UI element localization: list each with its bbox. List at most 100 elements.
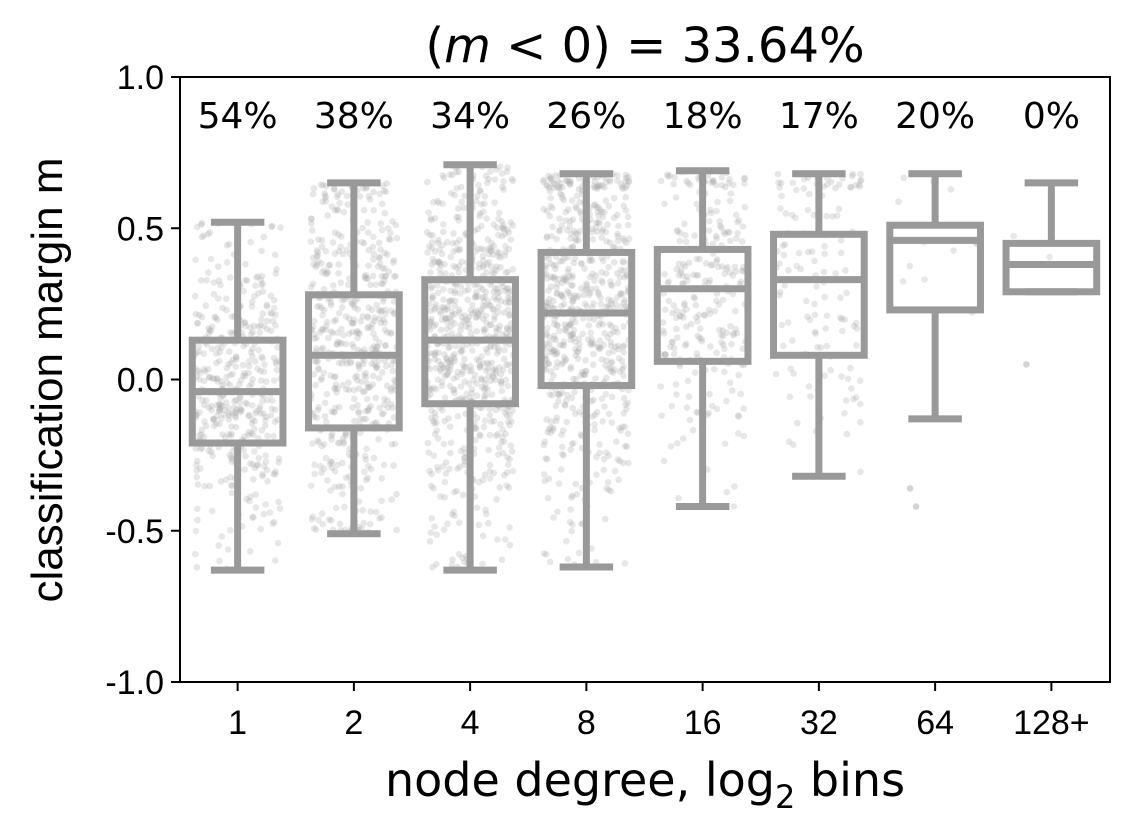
data-point: [387, 236, 394, 243]
data-point: [502, 269, 510, 276]
data-point: [454, 465, 461, 473]
data-point: [387, 307, 395, 315]
data-point: [731, 483, 738, 490]
data-point: [448, 561, 456, 569]
data-point: [262, 458, 270, 466]
data-point: [485, 298, 492, 305]
data-point: [233, 356, 240, 363]
data-point: [598, 254, 605, 262]
data-point: [572, 338, 579, 346]
data-point: [468, 389, 476, 397]
data-point: [360, 415, 367, 423]
data-point: [431, 523, 438, 530]
data-point: [481, 200, 488, 207]
data-point: [789, 337, 796, 344]
data-point: [383, 363, 390, 370]
data-point: [580, 371, 587, 378]
data-point: [371, 361, 379, 368]
data-point: [779, 242, 787, 249]
data-point: [359, 185, 367, 192]
data-point: [213, 420, 220, 428]
data-point: [583, 367, 590, 375]
data-point: [439, 241, 447, 249]
data-point: [590, 340, 598, 347]
data-point: [307, 283, 315, 291]
data-point: [455, 168, 462, 176]
data-point: [546, 184, 553, 191]
data-point: [272, 471, 279, 478]
data-point: [233, 406, 240, 413]
data-point: [424, 439, 432, 447]
data-point: [354, 334, 361, 342]
data-point: [572, 230, 580, 237]
data-point: [495, 326, 503, 333]
data-point: [599, 418, 606, 425]
data-point: [380, 316, 388, 324]
data-point: [498, 378, 505, 386]
data-point: [560, 427, 567, 434]
data-point: [503, 482, 511, 489]
data-point: [457, 283, 465, 290]
data-point: [216, 420, 223, 428]
data-point: [477, 308, 485, 316]
data-point: [390, 256, 398, 264]
data-point: [314, 249, 322, 256]
data-point: [485, 446, 492, 454]
data-point: [621, 442, 629, 450]
data-point: [733, 211, 740, 219]
data-point: [581, 371, 588, 379]
data-point: [472, 248, 479, 255]
data-point: [336, 339, 344, 347]
data-point: [506, 541, 514, 549]
data-point: [435, 236, 442, 244]
data-point: [498, 381, 505, 388]
data-point: [551, 180, 558, 188]
data-point: [574, 348, 582, 355]
data-point: [499, 183, 506, 191]
data-point: [853, 325, 861, 332]
data-point: [311, 358, 319, 365]
data-point: [554, 184, 561, 192]
data-point: [856, 400, 864, 408]
data-point: [486, 343, 494, 351]
data-point: [197, 445, 204, 453]
data-point: [675, 494, 682, 502]
data-point: [319, 198, 327, 205]
data-point: [705, 227, 713, 234]
data-point: [544, 303, 551, 310]
data-point: [429, 294, 436, 302]
data-point: [450, 230, 457, 237]
data-point: [601, 515, 609, 523]
data-point: [434, 435, 442, 442]
data-point: [461, 558, 468, 566]
data-point: [468, 366, 475, 374]
data-point: [664, 279, 671, 287]
data-point: [497, 263, 504, 271]
data-point: [223, 306, 230, 314]
data-point: [695, 311, 703, 319]
data-point: [472, 436, 479, 444]
data-point: [309, 227, 316, 234]
data-point: [200, 401, 208, 409]
data-point: [609, 369, 617, 376]
percent-label-32: 17%: [779, 96, 859, 137]
data-point: [246, 383, 253, 390]
data-point: [355, 360, 362, 368]
data-point: [315, 516, 322, 524]
data-point: [721, 183, 729, 191]
data-point: [485, 175, 493, 183]
data-point: [259, 472, 266, 480]
data-point: [462, 363, 469, 371]
data-point: [708, 261, 716, 269]
data-point: [325, 516, 333, 523]
data-point: [232, 408, 239, 416]
data-point: [567, 178, 574, 186]
data-point: [451, 512, 458, 520]
data-point: [497, 370, 505, 378]
data-point: [486, 412, 494, 419]
data-point: [426, 365, 434, 373]
data-point: [432, 349, 439, 356]
data-point: [380, 461, 388, 469]
data-point: [428, 244, 436, 252]
data-point: [698, 338, 706, 345]
